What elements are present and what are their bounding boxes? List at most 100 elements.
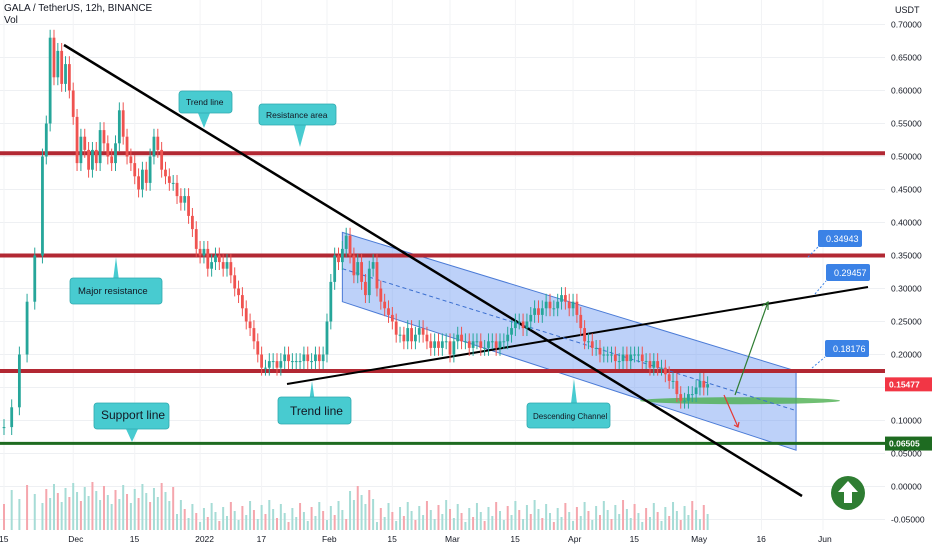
channel-midline [342,268,797,412]
candle-body [621,354,625,362]
volume-bar [26,485,29,530]
candle-body [687,394,690,401]
candle-body [567,301,571,309]
candle-body [414,334,417,342]
volume-bar [622,500,625,530]
volume-bar [245,515,248,530]
volume-bar [529,514,532,530]
volume-bar [172,487,175,530]
candle-body [521,321,525,329]
volume-bar [625,509,628,530]
callout-text: Trend line [290,404,343,418]
volume-bar [660,521,663,530]
price-callout-text: 0.29457 [834,268,867,278]
candle-body [429,341,433,348]
volume-bar [268,500,271,530]
candle-body [206,248,210,269]
y-tick-label: 0.00000 [891,482,922,492]
volume-bar [698,519,701,530]
volume-bar [695,510,698,530]
candle-body [41,156,44,256]
volume-bar [591,520,594,530]
candle-body [698,380,702,388]
volume-bar [118,499,121,530]
volume-bar [199,522,202,530]
volume-bar [283,513,286,530]
candle-body [571,301,575,309]
candle-body [437,341,440,348]
candle-body [67,64,71,91]
volume-bar [437,505,440,530]
candle-body [406,328,410,342]
volume-bar [299,503,302,530]
price-callout [825,340,869,357]
volume-bar [379,508,382,530]
callout-text: Resistance area [266,110,328,120]
candle-body [398,334,402,336]
volume-bar [410,511,413,530]
candle-body [348,235,352,256]
volume-bar [452,518,455,530]
candle-body [683,400,686,402]
leader-line [811,356,826,369]
volume-bar [491,516,494,530]
arrowhead [733,421,740,428]
candle-body [290,361,294,363]
candle-body [360,262,363,282]
candle-body [502,341,506,343]
callout-box [69,277,163,305]
volume-bar [387,503,390,530]
volume-bar [122,485,125,530]
candle-body [167,176,171,183]
volume-bar [318,502,321,530]
candle-body [590,341,594,348]
volume-bar [429,510,432,530]
price-unit: USDT [895,5,920,15]
price-label [885,436,932,451]
candle-body [540,308,544,315]
volume-bar [52,484,55,530]
candle-body [279,361,283,368]
candle-body [444,341,448,343]
candle-body [137,176,140,190]
candle-body [706,384,710,388]
y-tick-label: 0.50000 [891,152,922,162]
callout-box [93,402,170,430]
volume-bar [399,507,402,530]
volume-bar [525,505,528,530]
callout-text: Descending Channel [533,412,607,421]
candle-body [548,301,552,309]
volume-bar [145,493,148,530]
candle-body [202,248,206,256]
candle-body [267,361,271,368]
candle-body [33,255,37,302]
x-tick-label: 2022 [195,534,214,544]
callout-box [277,396,352,425]
price-label-text: 0.15477 [889,379,920,389]
volume-bar [168,501,171,530]
candle-body [283,354,287,362]
candle-body [563,295,567,302]
candle-body [187,196,190,216]
candle-body [237,288,240,296]
candle-body [183,196,187,203]
volume-bar [160,483,163,530]
callout-text: Support line [101,408,165,422]
x-tick-label: 15 [510,534,520,544]
volume-bar [687,515,690,530]
volume-bar [152,488,155,530]
candle-body [440,341,444,348]
candle-body [60,50,64,84]
volume-bar [395,521,398,530]
volume-bar [564,503,567,530]
candle-body [367,268,371,296]
volume-bar [579,516,582,530]
y-tick-label: 0.40000 [891,218,922,228]
candle-body [417,328,421,335]
volume-bar [349,491,352,530]
candle-body [390,314,394,322]
candle-body [71,90,75,117]
candle-body [533,308,537,315]
y-tick-label: 0.20000 [891,350,922,360]
